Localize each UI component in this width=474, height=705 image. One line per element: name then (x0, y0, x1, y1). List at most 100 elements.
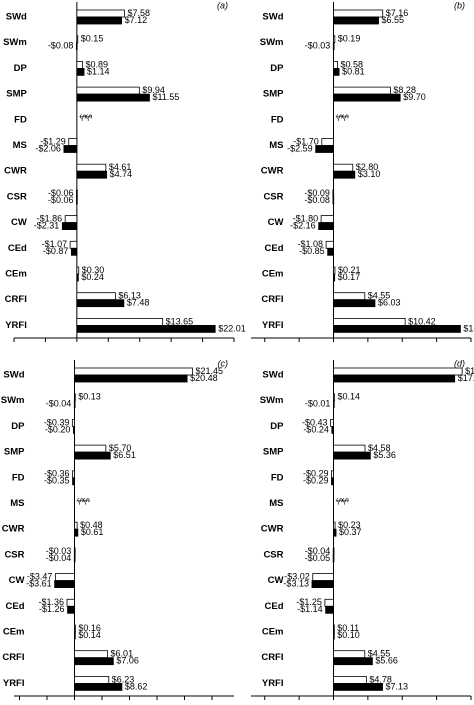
value-label: -$0.43 (302, 417, 328, 427)
bar (333, 521, 336, 530)
value-label: -$0.06 (48, 188, 74, 198)
category-label: CEd (6, 601, 25, 612)
category-label: SWd (262, 12, 283, 23)
value-label: -$3.02 (284, 571, 310, 581)
value-label: $6.23 (112, 674, 135, 684)
value-label: $18.71 (465, 366, 474, 376)
value-label: -$0.29 (303, 469, 329, 479)
bar (73, 547, 76, 556)
bar (73, 425, 75, 434)
category-label: YRFI (5, 320, 27, 331)
value-label: $0.23 (338, 520, 361, 530)
bar (332, 189, 335, 198)
bar (321, 138, 334, 146)
bar (325, 240, 334, 249)
bar (76, 299, 125, 308)
value-label: -$0.05 (305, 553, 331, 563)
value-label: -$0.20 (45, 424, 71, 434)
value-label: -$0.01 (305, 399, 331, 409)
bar (333, 324, 461, 333)
value-label: $7.16 (386, 8, 409, 18)
bar (76, 93, 150, 102)
value-label: $5.36 (373, 450, 396, 460)
bar (333, 273, 336, 282)
value-label: $0.58 (340, 59, 363, 69)
value-label: -$0.35 (44, 476, 70, 486)
value-label: -$0.03 (305, 41, 331, 51)
bar (74, 650, 108, 659)
value-label: $7.12 (125, 15, 148, 25)
value-label: $- (75, 498, 84, 505)
bar (332, 196, 335, 205)
value-label: $0.37 (339, 527, 362, 537)
category-label: CEd (8, 243, 27, 254)
value-label: $0.30 (82, 265, 105, 275)
value-label: $4.61 (109, 162, 132, 172)
bar (55, 573, 75, 581)
category-label: CWR (4, 166, 27, 177)
category-label: DP (14, 63, 28, 74)
category-label: CSR (7, 191, 27, 202)
category-label: YRFI (262, 678, 284, 689)
panel-label: (b) (454, 0, 465, 10)
category-label: CEd (265, 243, 284, 254)
value-label: -$0.87 (43, 246, 69, 256)
bar (312, 573, 334, 581)
value-label: -$0.36 (44, 469, 70, 479)
value-label: $7.13 (386, 681, 409, 691)
value-label: $11.55 (152, 92, 179, 102)
bar (333, 444, 366, 453)
category-label: CEm (262, 269, 284, 280)
category-label: MS (10, 498, 24, 509)
value-label: $0.15 (81, 34, 104, 44)
bar (73, 400, 76, 409)
bar (333, 650, 366, 659)
bar (333, 299, 376, 308)
value-label: -$0.04 (305, 546, 331, 556)
category-label: FD (271, 472, 284, 483)
category-label: SMP (4, 447, 25, 458)
bar (73, 554, 76, 563)
category-label: CW (11, 217, 27, 228)
bar (333, 393, 335, 402)
bar (76, 196, 78, 205)
value-label: -$0.85 (299, 246, 325, 256)
category-label: MS (269, 498, 283, 509)
bar (76, 266, 80, 275)
value-label: -$3.13 (283, 578, 309, 588)
bar (74, 444, 107, 453)
bar (66, 598, 75, 607)
value-label: $0.89 (85, 59, 108, 69)
bar (330, 418, 334, 427)
bar (72, 470, 75, 479)
bar (333, 374, 456, 383)
bar (333, 367, 463, 376)
bar (333, 676, 367, 684)
bar (74, 521, 78, 530)
value-label: -$0.39 (44, 417, 70, 427)
value-label: $0.19 (338, 34, 361, 44)
value-label: $0.48 (80, 520, 103, 530)
category-label: DP (11, 421, 25, 432)
value-label: -$1.08 (298, 239, 324, 249)
value-label: -$1.14 (297, 604, 323, 614)
value-label: $6.01 (111, 649, 134, 659)
bar (74, 657, 114, 666)
bar (315, 145, 334, 153)
bar (76, 35, 79, 44)
value-label: $4.74 (110, 169, 133, 179)
bar (333, 16, 379, 25)
category-label: SWd (6, 12, 27, 23)
bar (320, 215, 334, 224)
category-label: CWR (2, 524, 25, 535)
bar (74, 451, 111, 460)
bar (76, 292, 116, 301)
value-label: $7.48 (127, 298, 150, 308)
category-label: FD (271, 114, 284, 125)
value-label: -$0.06 (48, 195, 74, 205)
category-label: CWR (261, 166, 284, 177)
value-label: $8.62 (125, 681, 148, 691)
category-label: DP (270, 421, 284, 432)
value-label: -$0.24 (303, 424, 329, 434)
value-label: $9.94 (142, 85, 165, 95)
